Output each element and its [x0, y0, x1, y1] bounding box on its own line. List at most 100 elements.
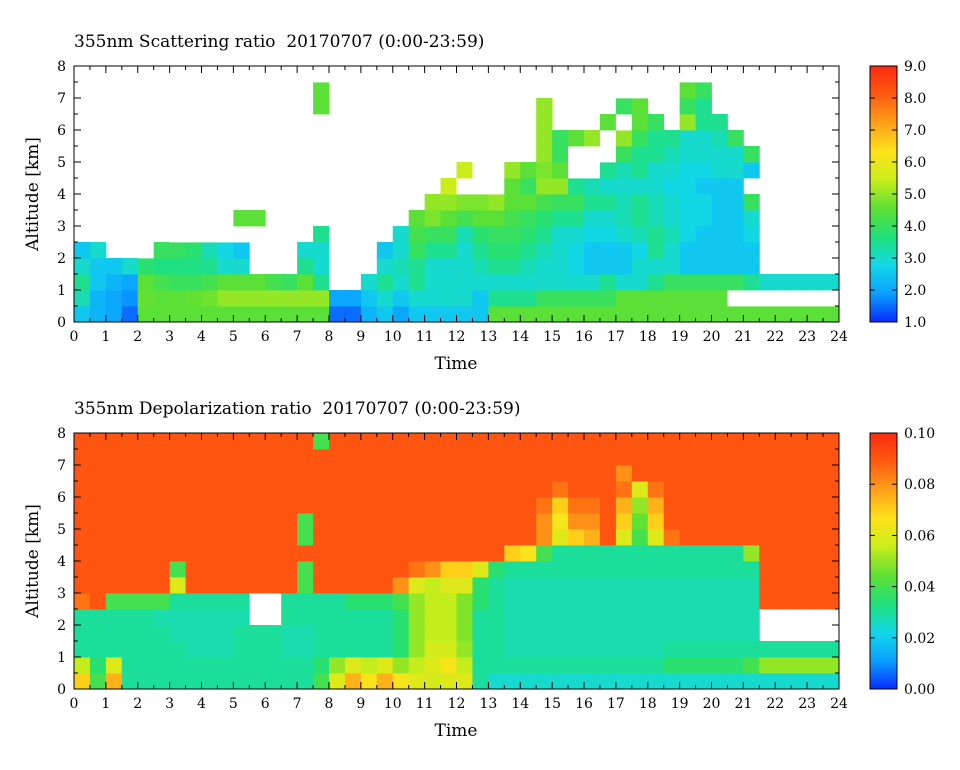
heatmap-cell [249, 513, 266, 530]
heatmap-cell [727, 513, 744, 530]
heatmap-cell [105, 274, 123, 291]
heatmap-cell [137, 577, 155, 594]
heatmap-cell [89, 673, 107, 690]
heatmap-cell [695, 66, 712, 83]
heatmap-cell [552, 529, 569, 546]
heatmap-cell [217, 226, 234, 243]
heatmap-cell [679, 561, 696, 578]
heatmap-cell [313, 545, 330, 562]
heatmap-cell [584, 497, 601, 514]
heatmap-cell [376, 513, 394, 530]
heatmap-cell [440, 609, 457, 626]
heatmap-cell [520, 561, 537, 578]
heatmap-cell [615, 657, 633, 674]
heatmap-cell [217, 529, 234, 546]
heatmap-cell [584, 449, 601, 466]
heatmap-cell [265, 497, 282, 514]
heatmap-cell [201, 481, 218, 498]
heatmap-cell [759, 274, 776, 291]
heatmap-cell [408, 545, 426, 562]
x-tick-label: 14 [511, 696, 529, 712]
heatmap-cell [313, 593, 330, 610]
heatmap-cell [520, 673, 537, 690]
heatmap-cell [440, 641, 457, 658]
heatmap-cell [584, 242, 601, 259]
x-axis-label: Time [435, 354, 478, 374]
heatmap-cell [440, 433, 457, 450]
heatmap-cell [568, 561, 585, 578]
heatmap-cell [472, 210, 489, 227]
heatmap-cell [727, 242, 744, 259]
heatmap-cell [297, 290, 314, 307]
heatmap-cell [344, 673, 362, 690]
heatmap-cell [552, 609, 569, 626]
heatmap-cell [727, 529, 744, 546]
heatmap-cell [392, 673, 410, 690]
x-tick-label: 20 [703, 696, 721, 712]
heatmap-cell [552, 146, 569, 163]
heatmap-cell [615, 433, 633, 450]
heatmap-cell [329, 625, 346, 642]
heatmap-cell [360, 657, 378, 674]
heatmap-cell [137, 593, 155, 610]
heatmap-cell [599, 465, 617, 482]
heatmap-cell [599, 481, 617, 498]
heatmap-cell [456, 561, 473, 578]
x-tick-label: 7 [293, 696, 302, 712]
heatmap-cell [488, 226, 505, 243]
heatmap-cell [488, 529, 505, 546]
heatmap-cell [552, 513, 569, 530]
heatmap-cell [488, 162, 505, 179]
heatmap-cell [456, 162, 473, 179]
heatmap-cell [488, 194, 505, 211]
heatmap-cell [520, 529, 537, 546]
heatmap-cell [663, 593, 681, 610]
x-tick-label: 14 [511, 329, 529, 345]
heatmap-cell [631, 577, 649, 594]
heatmap-cell [695, 465, 712, 482]
heatmap-cell [249, 274, 266, 291]
heatmap-cell [504, 194, 521, 211]
x-tick-label: 4 [197, 696, 206, 712]
heatmap-cell [711, 130, 728, 147]
heatmap-cell [647, 497, 665, 514]
heatmap-cell [743, 242, 760, 259]
heatmap-cell [520, 481, 537, 498]
heatmap-cell [472, 290, 489, 307]
heatmap-cell [313, 641, 330, 658]
heatmap-cell [488, 258, 505, 275]
heatmap-cell [265, 529, 282, 546]
heatmap-cell [631, 114, 649, 131]
heatmap-cell [791, 593, 808, 610]
heatmap-cell [329, 609, 346, 626]
heatmap-cell [536, 178, 553, 195]
heatmap-cell [313, 465, 330, 482]
heatmap-cell [504, 162, 521, 179]
colorbar-tick-label: 2.0 [904, 283, 926, 299]
heatmap-cell [775, 481, 792, 498]
heatmap-cell [520, 433, 537, 450]
heatmap-cell [775, 657, 792, 674]
heatmap-cell [376, 657, 394, 674]
heatmap-cell [488, 593, 505, 610]
heatmap-cell [313, 529, 330, 546]
heatmap-cell [376, 625, 394, 642]
x-tick-label: 24 [830, 696, 848, 712]
heatmap-cell [695, 98, 712, 115]
heatmap-cell [807, 306, 824, 323]
heatmap-cell [408, 290, 426, 307]
heatmap-cell [360, 561, 378, 578]
colorbar-tick-label: 0.10 [904, 426, 935, 442]
heatmap-cell [695, 529, 712, 546]
x-tick-label: 8 [325, 696, 334, 712]
heatmap-cell [472, 593, 489, 610]
heatmap-cell [360, 577, 378, 594]
heatmap-cell [615, 561, 633, 578]
heatmap-cell [536, 673, 553, 690]
heatmap-cell [631, 513, 649, 530]
heatmap-cell [281, 274, 298, 291]
heatmap-cell [631, 178, 649, 195]
heatmap-cell [695, 258, 712, 275]
heatmap-cell [169, 465, 186, 482]
y-axis-label: Altitude [km] [23, 504, 43, 619]
